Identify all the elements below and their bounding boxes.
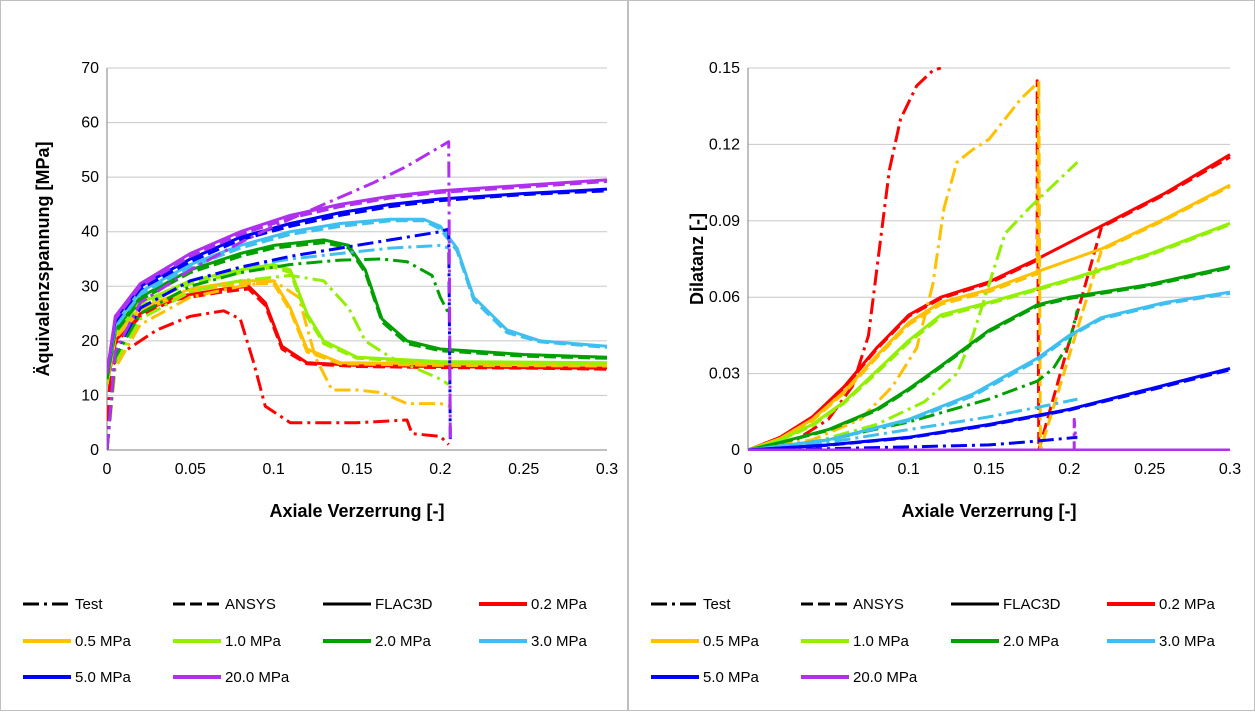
series-line-dashed: [107, 180, 608, 374]
series-line-dashdot: [107, 309, 450, 451]
x-tick-label: 0.2: [429, 461, 451, 478]
legend-label: 1.0 MPa: [225, 633, 282, 650]
legend-label: FLAC3D: [1003, 596, 1061, 613]
series-line-solid: [107, 178, 608, 374]
x-axis-title: Axiale Verzerrung [-]: [901, 501, 1076, 521]
legend-label: FLAC3D: [375, 596, 433, 613]
x-tick-label: 0.1: [263, 461, 285, 478]
series-line-dashed: [107, 189, 608, 374]
y-axis-title: Äquivalenzspannung [MPa]: [33, 141, 53, 376]
series-line-dashed: [748, 223, 1231, 451]
x-tick-label: 0: [103, 461, 112, 478]
x-axis-title: Axiale Verzerrung [-]: [269, 501, 444, 521]
series-line-dashed: [107, 219, 608, 374]
y-tick-label: 70: [81, 60, 99, 77]
x-tick-label: 0.05: [813, 461, 844, 478]
x-tick-label: 0.2: [1058, 461, 1080, 478]
x-tick-label: 0: [744, 461, 753, 478]
x-tick-label: 0.15: [341, 461, 372, 478]
series-line-dashed: [748, 266, 1231, 451]
legend-label: Test: [75, 596, 103, 613]
dilatancy-chart-panel: 0 0.03 0.06 0.09 0.12 0.15 0 0.05 0.1 0.15 0.2 0.25…: [628, 0, 1255, 711]
legend-label: 3.0 MPa: [531, 633, 588, 650]
legend-label: 20.0 MPa: [853, 669, 918, 686]
stress-strain-chart: 0 10 20 30 40 50 60 70 0 0.05 0.1 0.15 0.2 0.25 0.3 Axi…: [23, 60, 618, 686]
y-tick-label: 0.06: [709, 289, 740, 306]
y-tick-label: 0.12: [709, 136, 740, 153]
legend-label: ANSYS: [853, 596, 904, 613]
legend-label: 2.0 MPa: [1003, 633, 1060, 650]
y-tick-label: 0: [90, 442, 99, 459]
series-line-dashdot: [107, 257, 451, 451]
series-line-dashdot: [748, 161, 1079, 451]
y-tick-label: 0.03: [709, 366, 740, 383]
legend-label: 0.5 MPa: [703, 633, 760, 650]
legend-label: 3.0 MPa: [1159, 633, 1216, 650]
x-tick-label: 0.25: [508, 461, 539, 478]
series-line-solid: [107, 217, 608, 374]
y-tick-label: 0: [731, 442, 740, 459]
series-line-dashdot: [748, 397, 1078, 451]
legend-label: 20.0 MPa: [225, 669, 290, 686]
y-tick-label: 60: [81, 115, 99, 132]
series-line-dashed: [748, 79, 1231, 451]
series-line-dashdot: [107, 140, 452, 451]
x-tick-label: 0.3: [1219, 461, 1241, 478]
legend-label: 1.0 MPa: [853, 633, 910, 650]
x-tick-label: 0.1: [898, 461, 920, 478]
series-line-dashed: [748, 291, 1231, 451]
x-tick-label: 0.15: [973, 461, 1004, 478]
dilatancy-strain-chart: 0 0.03 0.06 0.09 0.12 0.15 0 0.05 0.1 0.15 0.2 0.25…: [651, 60, 1241, 686]
x-tick-label: 0.25: [1134, 461, 1165, 478]
legend-label: 2.0 MPa: [375, 633, 432, 650]
x-tick-label: 0.05: [175, 461, 206, 478]
y-tick-label: 0.15: [709, 60, 740, 77]
legend-label: 0.2 MPa: [1159, 596, 1216, 613]
series-line-dashed: [107, 241, 608, 380]
series-group: [107, 140, 608, 451]
legend-label: 5.0 MPa: [703, 669, 760, 686]
y-tick-label: 30: [81, 278, 99, 295]
series-line-dashdot: [748, 82, 1039, 451]
series-line-dashed: [748, 368, 1231, 451]
x-tick-label: 0.3: [596, 461, 618, 478]
y-tick-label: 20: [81, 333, 99, 350]
stress-chart-panel: 0 10 20 30 40 50 60 70 0 0.05 0.1 0.15 0.2 0.25 0.3 Axi…: [0, 0, 628, 711]
legend-label: Test: [703, 596, 731, 613]
series-line-dashdot: [107, 279, 451, 451]
legend-label: 5.0 MPa: [75, 669, 132, 686]
y-axis-title: Dilatanz [-]: [687, 213, 707, 305]
series-group: [748, 67, 1231, 451]
y-tick-label: 40: [81, 224, 99, 241]
y-tick-label: 50: [81, 169, 99, 186]
y-tick-label: 10: [81, 387, 99, 404]
series-line-dashdot: [748, 67, 942, 451]
y-tick-label: 0.09: [709, 213, 740, 230]
legend-label: 0.5 MPa: [75, 633, 132, 650]
series-line-solid: [107, 187, 608, 374]
legend-label: 0.2 MPa: [531, 596, 588, 613]
legend-label: ANSYS: [225, 596, 276, 613]
series-line-dashed: [107, 287, 608, 385]
series-line-solid: [748, 265, 1231, 451]
series-line-dashed: [748, 79, 1231, 451]
series-line-dashed: [107, 282, 608, 385]
series-line-solid: [107, 238, 608, 380]
series-line-dashed: [107, 265, 608, 385]
